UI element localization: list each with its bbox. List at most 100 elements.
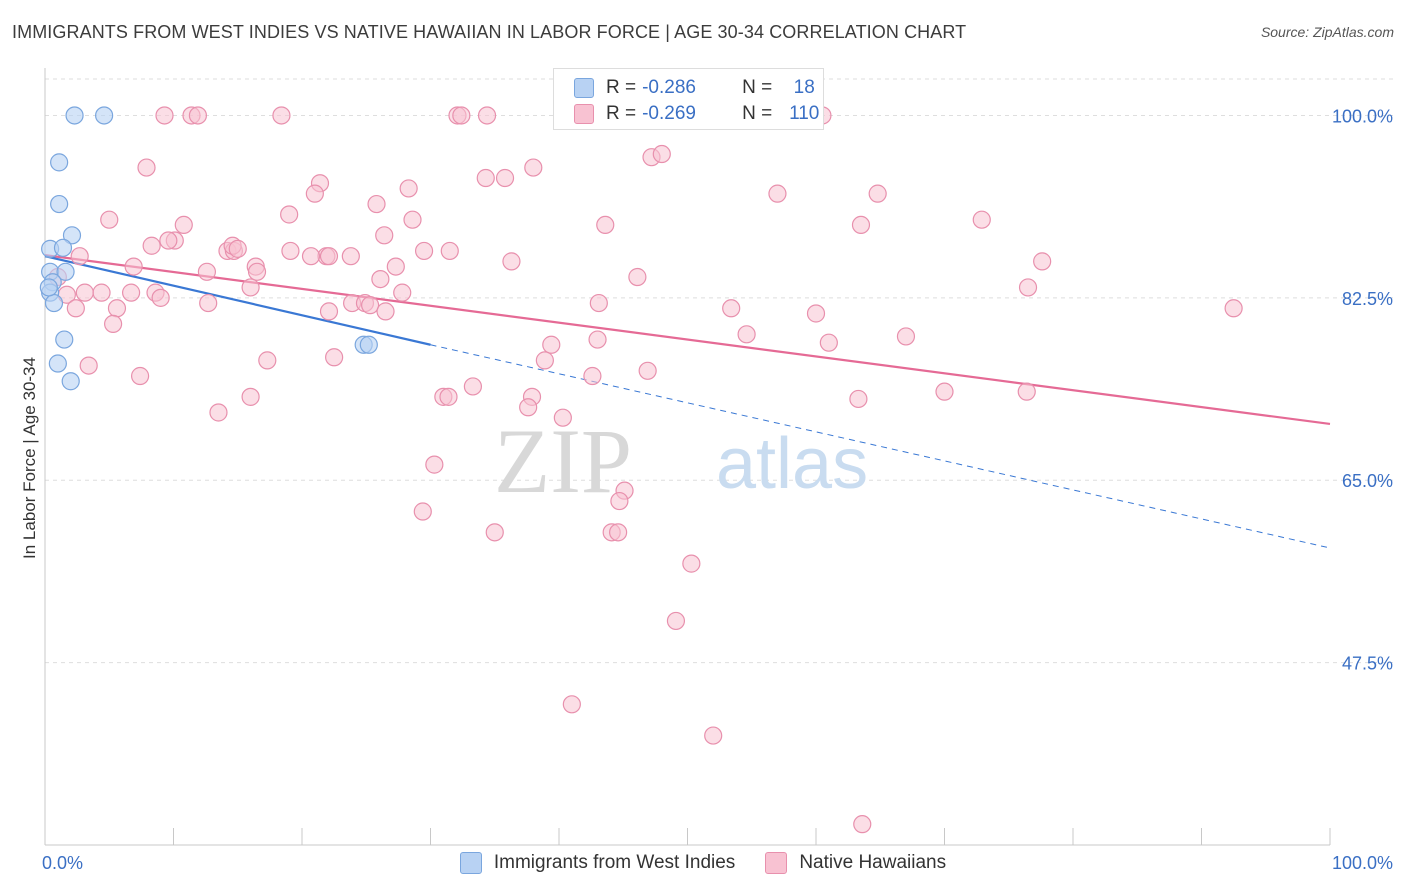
- data-point-native-hawaiians: [542, 335, 561, 354]
- data-point-native-hawaiians: [1033, 252, 1052, 271]
- data-point-native-hawaiians: [92, 283, 111, 302]
- stats-legend: R = -0.286 N = 18 R = -0.269 N = 110: [553, 68, 824, 130]
- legend-item-native-hawaiians[interactable]: Native Hawaiians: [765, 852, 946, 874]
- series-native-hawaiians: [48, 106, 1243, 834]
- data-point-native-hawaiians: [241, 278, 260, 297]
- trend-lines: [44, 254, 1331, 549]
- n-value: 110: [789, 103, 820, 124]
- data-point-native-hawaiians: [609, 523, 628, 542]
- data-point-native-hawaiians: [562, 695, 581, 714]
- data-point-native-hawaiians: [281, 241, 300, 261]
- y-tick-label: 47.5%: [1342, 654, 1393, 674]
- data-point-native-hawaiians: [628, 267, 647, 287]
- trendline-native-hawaiians: [44, 254, 1331, 426]
- data-point-native-hawaiians: [280, 205, 299, 224]
- stats-legend-row-native-hawaiians: R = -0.269 N = 110: [574, 102, 822, 126]
- data-point-native-hawaiians: [849, 389, 868, 409]
- data-point-native-hawaiians: [393, 283, 412, 302]
- data-point-native-hawaiians: [485, 523, 504, 542]
- y-tick-label: 65.0%: [1342, 471, 1393, 491]
- data-point-native-hawaiians: [107, 299, 127, 318]
- data-point-native-hawaiians: [439, 387, 458, 406]
- data-point-native-hawaiians: [737, 325, 756, 344]
- data-point-native-hawaiians: [79, 356, 98, 375]
- watermark-atlas: atlas: [716, 424, 868, 504]
- data-point-west-indies: [48, 354, 67, 373]
- data-point-native-hawaiians: [66, 299, 85, 318]
- tick-labels: 47.5% 65.0% 82.5% 100.0% 0.0% 100.0% In Labor …: [20, 106, 1393, 873]
- data-point-west-indies: [53, 238, 73, 257]
- data-point-west-indies: [359, 335, 378, 354]
- data-point-native-hawaiians: [209, 403, 228, 422]
- data-point-native-hawaiians: [553, 408, 572, 427]
- data-point-native-hawaiians: [403, 210, 422, 229]
- data-point-native-hawaiians: [853, 815, 872, 834]
- data-point-native-hawaiians: [375, 226, 394, 245]
- data-point-west-indies: [44, 293, 64, 313]
- data-point-native-hawaiians: [104, 314, 123, 334]
- data-point-native-hawaiians: [896, 327, 916, 346]
- data-point-native-hawaiians: [1017, 382, 1036, 401]
- data-point-native-hawaiians: [638, 361, 657, 380]
- data-point-native-hawaiians: [440, 241, 459, 261]
- legend-swatch-pink: [574, 104, 594, 124]
- series-legend: Immigrants from West Indies Native Hawai…: [0, 852, 1406, 874]
- data-point-native-hawaiians: [367, 194, 386, 214]
- data-point-native-hawaiians: [319, 247, 339, 266]
- data-point-native-hawaiians: [386, 257, 405, 276]
- data-point-native-hawaiians: [197, 262, 217, 281]
- legend-item-west-indies[interactable]: Immigrants from West Indies: [459, 852, 736, 874]
- data-point-west-indies: [95, 106, 114, 125]
- data-point-native-hawaiians: [70, 247, 89, 266]
- n-label: N =: [742, 103, 773, 124]
- data-point-native-hawaiians: [596, 215, 615, 235]
- r-value: -0.269: [642, 103, 696, 124]
- data-point-native-hawaiians: [258, 351, 277, 370]
- data-point-native-hawaiians: [241, 387, 260, 406]
- trendline-west-indies: [44, 255, 431, 346]
- series-west-indies: [39, 106, 378, 391]
- data-point-native-hawaiians: [535, 351, 554, 370]
- data-point-west-indies: [62, 226, 82, 245]
- data-point-native-hawaiians: [341, 247, 360, 266]
- data-point-native-hawaiians: [371, 269, 390, 289]
- stats-legend-row-west-indies: R = -0.286 N = 18: [574, 76, 822, 100]
- legend-label: Native Hawaiians: [799, 852, 947, 873]
- data-point-west-indies: [39, 278, 58, 297]
- legend-swatch-blue: [574, 78, 594, 98]
- n-value: 18: [793, 77, 815, 98]
- data-point-native-hawaiians: [75, 283, 94, 302]
- data-point-native-hawaiians: [524, 158, 543, 177]
- data-point-native-hawaiians: [722, 299, 741, 318]
- legend-label: Immigrants from West Indies: [493, 852, 736, 873]
- data-point-west-indies: [56, 262, 75, 281]
- y-tick-label: 82.5%: [1342, 289, 1393, 309]
- n-label: N =: [742, 77, 773, 98]
- data-point-native-hawaiians: [610, 491, 629, 511]
- source-note: Source: ZipAtlas.com: [1260, 24, 1394, 40]
- watermark-zip: ZIP: [494, 410, 632, 512]
- data-point-west-indies: [55, 330, 74, 349]
- data-point-native-hawaiians: [935, 382, 954, 401]
- y-axis-label: In Labor Force | Age 30-34: [20, 357, 39, 559]
- data-point-native-hawaiians: [425, 455, 444, 474]
- data-point-native-hawaiians: [704, 726, 723, 745]
- r-value: -0.286: [642, 77, 696, 98]
- data-point-native-hawaiians: [652, 144, 671, 164]
- data-point-native-hawaiians: [806, 304, 826, 323]
- data-point-native-hawaiians: [583, 366, 602, 386]
- data-point-native-hawaiians: [476, 168, 495, 188]
- data-point-native-hawaiians: [399, 179, 418, 198]
- data-point-native-hawaiians: [301, 247, 321, 266]
- data-point-native-hawaiians: [413, 502, 432, 521]
- data-point-native-hawaiians: [361, 296, 380, 315]
- data-point-native-hawaiians: [174, 215, 193, 235]
- data-point-native-hawaiians: [272, 106, 291, 125]
- data-point-native-hawaiians: [100, 210, 119, 229]
- data-point-native-hawaiians: [121, 283, 141, 302]
- data-point-west-indies: [50, 153, 69, 172]
- r-label: R =: [606, 77, 637, 98]
- chart-title: IMMIGRANTS FROM WEST INDIES VS NATIVE HA…: [12, 22, 967, 42]
- data-point-native-hawaiians: [228, 239, 247, 258]
- data-point-native-hawaiians: [588, 330, 607, 349]
